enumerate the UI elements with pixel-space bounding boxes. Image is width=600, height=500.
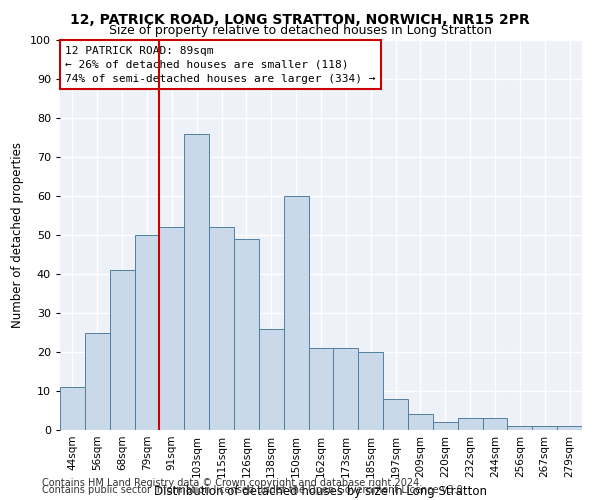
- Bar: [209, 227, 234, 430]
- Bar: [458, 418, 482, 430]
- Bar: [284, 196, 308, 430]
- Bar: [85, 332, 110, 430]
- Text: Contains HM Land Registry data © Crown copyright and database right 2024.: Contains HM Land Registry data © Crown c…: [42, 478, 422, 488]
- Bar: [433, 422, 458, 430]
- Bar: [358, 352, 383, 430]
- Bar: [259, 328, 284, 430]
- Bar: [60, 387, 85, 430]
- Bar: [308, 348, 334, 430]
- Bar: [557, 426, 582, 430]
- Text: 12 PATRICK ROAD: 89sqm
← 26% of detached houses are smaller (118)
74% of semi-de: 12 PATRICK ROAD: 89sqm ← 26% of detached…: [65, 46, 376, 84]
- Bar: [383, 399, 408, 430]
- Bar: [408, 414, 433, 430]
- Text: 12, PATRICK ROAD, LONG STRATTON, NORWICH, NR15 2PR: 12, PATRICK ROAD, LONG STRATTON, NORWICH…: [70, 12, 530, 26]
- Bar: [334, 348, 358, 430]
- Text: Contains public sector information licensed under the Open Government Licence v3: Contains public sector information licen…: [42, 485, 466, 495]
- Text: Size of property relative to detached houses in Long Stratton: Size of property relative to detached ho…: [109, 24, 491, 37]
- Bar: [110, 270, 134, 430]
- Bar: [234, 239, 259, 430]
- X-axis label: Distribution of detached houses by size in Long Stratton: Distribution of detached houses by size …: [155, 486, 487, 498]
- Bar: [508, 426, 532, 430]
- Bar: [160, 227, 184, 430]
- Bar: [184, 134, 209, 430]
- Bar: [532, 426, 557, 430]
- Bar: [482, 418, 508, 430]
- Bar: [134, 235, 160, 430]
- Y-axis label: Number of detached properties: Number of detached properties: [11, 142, 25, 328]
